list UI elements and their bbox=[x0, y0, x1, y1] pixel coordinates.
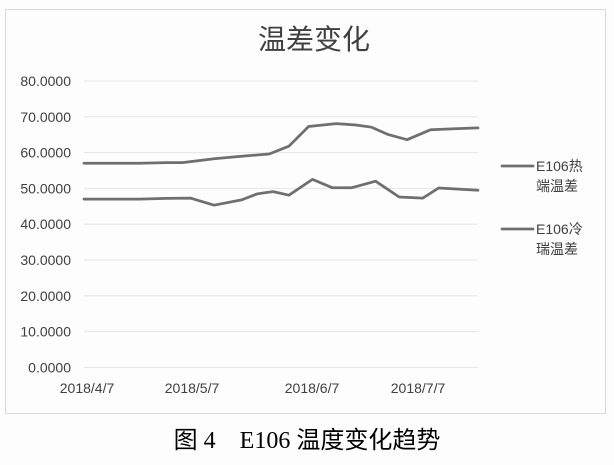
svg-text:20.0000: 20.0000 bbox=[20, 288, 71, 304]
svg-text:60.0000: 60.0000 bbox=[20, 145, 71, 161]
svg-text:E106冷: E106冷 bbox=[536, 221, 583, 237]
svg-text:2018/5/7: 2018/5/7 bbox=[165, 380, 220, 396]
svg-text:瑞温差: 瑞温差 bbox=[536, 241, 578, 257]
svg-text:2018/4/7: 2018/4/7 bbox=[60, 380, 115, 396]
svg-text:80.0000: 80.0000 bbox=[20, 73, 71, 89]
svg-text:端温差: 端温差 bbox=[536, 178, 578, 194]
svg-text:10.0000: 10.0000 bbox=[20, 324, 71, 340]
svg-text:50.0000: 50.0000 bbox=[20, 180, 71, 196]
svg-text:40.0000: 40.0000 bbox=[20, 216, 71, 232]
svg-text:0.0000: 0.0000 bbox=[28, 359, 71, 375]
svg-text:30.0000: 30.0000 bbox=[20, 252, 71, 268]
svg-text:2018/6/7: 2018/6/7 bbox=[285, 380, 340, 396]
svg-text:70.0000: 70.0000 bbox=[20, 109, 71, 125]
svg-text:E106热: E106热 bbox=[536, 158, 583, 174]
svg-text:2018/7/7: 2018/7/7 bbox=[391, 380, 446, 396]
